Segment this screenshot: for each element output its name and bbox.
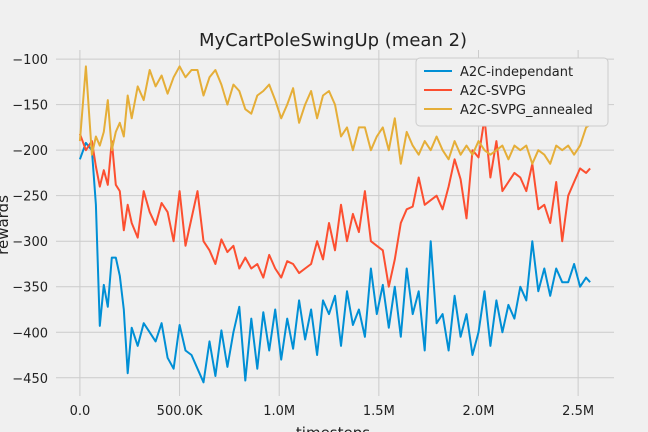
x-tick-label: 2.0M [463,404,495,419]
chart-title: MyCartPoleSwingUp (mean 2) [199,30,467,51]
legend-label: A2C-independant [460,65,573,80]
legend: A2C-independant A2C-SVPG A2C-SVPG_annealed [415,57,609,127]
x-tick-label: 1.5M [363,404,395,419]
series-lines [78,65,591,384]
legend-label: A2C-SVPG_annealed [460,103,593,118]
y-tick-label: −200 [12,144,48,159]
y-tick-label: −150 [12,99,48,114]
y-tick-label: −250 [12,190,48,205]
y-tick-label: −300 [12,235,48,250]
legend-box [415,57,609,127]
x-tick-label: 0.0 [70,404,91,419]
x-axis-ticks: 0.0 500.0K 1.0M 1.5M 2.0M 2.5M [70,404,595,419]
x-tick-label: 1.0M [263,404,295,419]
series-line-2 [78,117,591,288]
y-axis-label: rewards [0,195,12,255]
y-tick-label: −350 [12,281,48,296]
series-line-1 [78,141,591,384]
y-axis-ticks: −450 −400 −350 −300 −250 −200 −150 −100 [12,53,48,387]
x-axis-label: timesteps [296,424,370,432]
y-tick-label: −450 [12,372,48,387]
legend-label: A2C-SVPG [460,84,526,99]
x-tick-label: 500.0K [157,404,203,419]
y-tick-label: −100 [12,53,48,68]
y-tick-label: −400 [12,326,48,341]
series-line-3 [78,65,591,165]
x-tick-label: 2.5M [562,404,594,419]
